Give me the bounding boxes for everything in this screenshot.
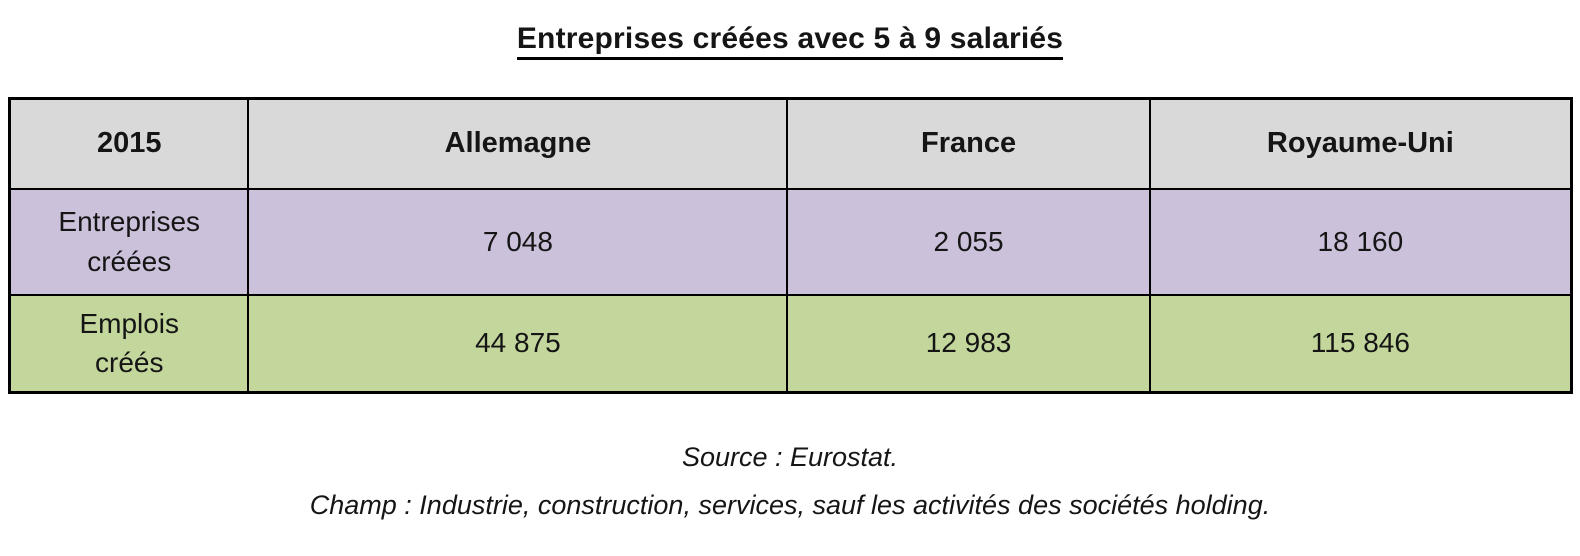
title-container: Entreprises créées avec 5 à 9 salariés xyxy=(0,0,1580,60)
header-cell-year: 2015 xyxy=(8,97,250,190)
row-label-emplois-crees: Emplois créés xyxy=(8,293,250,394)
source-note: Source : Eurostat. xyxy=(681,442,899,472)
cell-emplois-royaume-uni: 115 846 xyxy=(1148,293,1573,394)
cell-emplois-france: 12 983 xyxy=(786,293,1151,394)
statistics-table: 2015 Allemagne France Royaume-Uni Entrep… xyxy=(8,97,1573,394)
row-label-entreprises-creees: Entreprises créées xyxy=(8,187,250,296)
table-header-row: 2015 Allemagne France Royaume-Uni xyxy=(8,97,1573,190)
cell-entreprises-france: 2 055 xyxy=(786,187,1151,296)
row-label-text: Entreprises créées xyxy=(58,205,201,277)
cell-entreprises-royaume-uni: 18 160 xyxy=(1148,187,1573,296)
header-cell-france: France xyxy=(786,97,1151,190)
figure-footer: Source : Eurostat. Champ : Industrie, co… xyxy=(0,444,1580,519)
header-cell-allemagne: Allemagne xyxy=(247,97,789,190)
row-label-text: Emplois créés xyxy=(79,307,180,379)
figure-title: Entreprises créées avec 5 à 9 salariés xyxy=(516,22,1064,60)
table-row-entreprises-creees: Entreprises créées 7 048 2 055 18 160 xyxy=(8,187,1573,296)
table-row-emplois-crees: Emplois créés 44 875 12 983 115 846 xyxy=(8,293,1573,394)
cell-entreprises-allemagne: 7 048 xyxy=(247,187,789,296)
cell-emplois-allemagne: 44 875 xyxy=(247,293,789,394)
header-cell-royaume-uni: Royaume-Uni xyxy=(1148,97,1573,190)
champ-note: Champ : Industrie, construction, service… xyxy=(309,490,1271,520)
